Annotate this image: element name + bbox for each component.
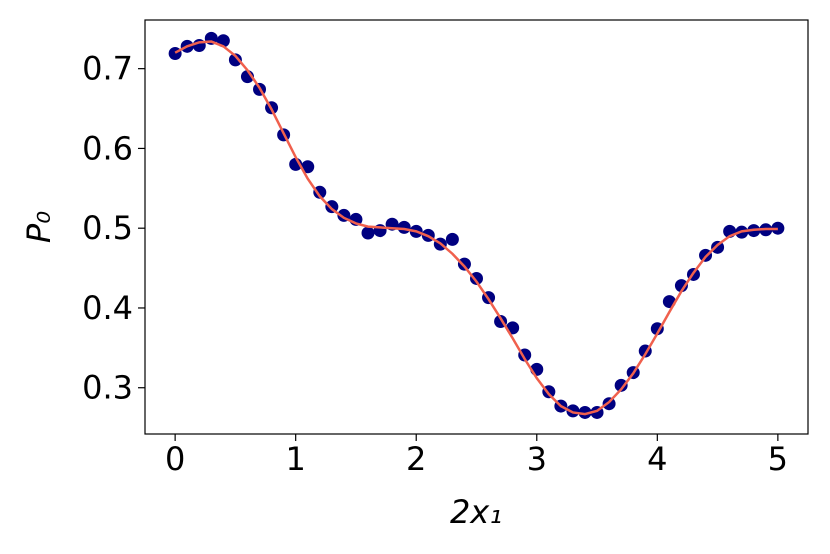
- x-axis-label: 2x₁: [450, 493, 502, 531]
- y-tick-label: 0.5: [82, 209, 133, 247]
- data-point: [228, 53, 242, 67]
- y-tick-label: 0.3: [82, 369, 133, 407]
- data-point: [301, 160, 315, 174]
- fit-line: [174, 40, 778, 416]
- x-tick-label: 3: [527, 440, 547, 478]
- data-point: [602, 397, 616, 411]
- data-point: [361, 226, 375, 240]
- data-point: [445, 232, 459, 246]
- data-point: [470, 271, 483, 285]
- x-tick-label: 0: [165, 440, 185, 478]
- data-point: [578, 405, 592, 419]
- y-tick-label: 0.6: [82, 129, 133, 167]
- y-tick-label: 0.7: [82, 50, 133, 88]
- y-axis-label: P₀: [20, 211, 58, 243]
- data-point: [457, 257, 471, 271]
- x-tick-label: 4: [647, 440, 667, 478]
- x-tick-label: 5: [768, 440, 788, 478]
- data-point: [614, 378, 628, 392]
- y-tick-label: 0.4: [82, 289, 133, 327]
- x-tick-label: 1: [286, 440, 306, 478]
- plot-frame: [144, 19, 809, 435]
- data-point: [313, 185, 327, 199]
- data-point: [397, 220, 411, 234]
- data-point: [674, 279, 688, 293]
- x-tick-label: 2: [406, 440, 426, 478]
